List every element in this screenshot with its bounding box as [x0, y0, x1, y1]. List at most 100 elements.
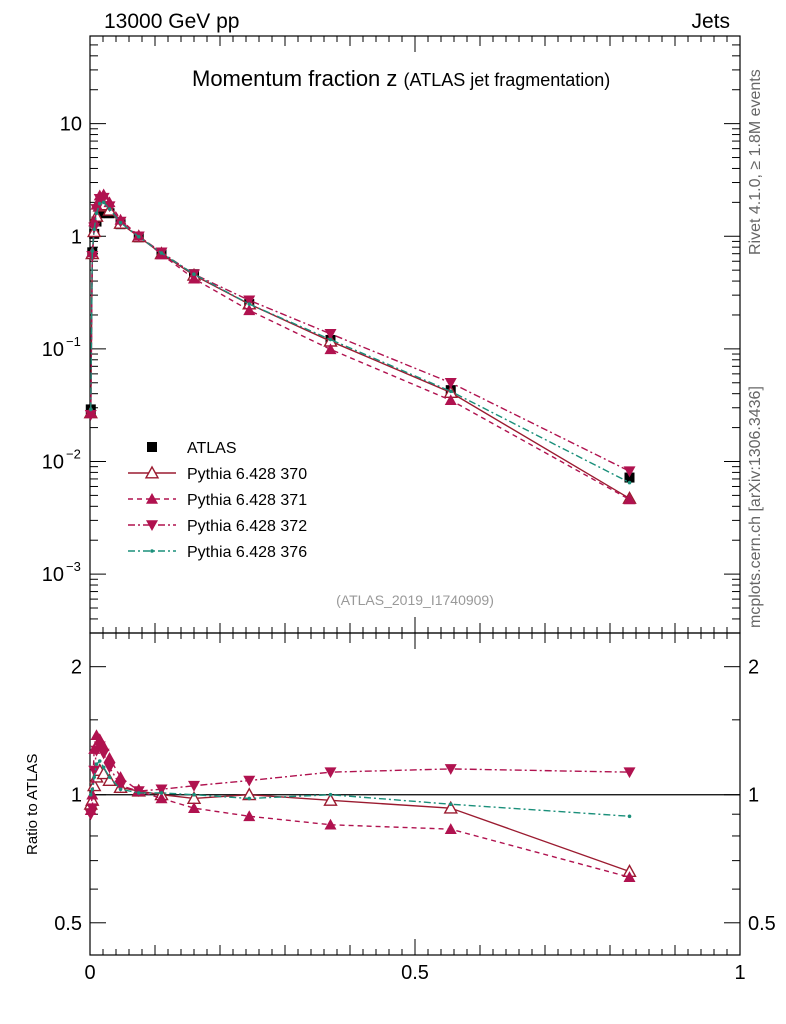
ratio-point-3-4	[97, 759, 102, 763]
ratio-series-line-2	[90, 744, 630, 815]
y-tick-label-right-0: 2	[748, 657, 759, 679]
ratio-point-2-6	[103, 762, 116, 774]
main-x-ticks	[89, 36, 741, 633]
ratio-point-1-12	[324, 818, 337, 830]
main-panel: Momentum fraction z (ATLAS jet fragmenta…	[42, 35, 741, 634]
ratio-point-1-10	[188, 802, 200, 813]
main-point-0-14	[624, 472, 635, 483]
main-series-line-4	[90, 201, 630, 484]
y-tick-label-1: 1	[71, 785, 82, 807]
ratio-point-3-2	[92, 775, 97, 779]
ratio-point-3-7	[118, 787, 123, 792]
ratio-point-2-12	[324, 767, 337, 779]
main-point-3-6	[103, 201, 116, 213]
main-point-4-4	[97, 201, 102, 206]
y-tick-label-2: 0.5	[54, 913, 82, 935]
ratio-point-2-13	[444, 764, 457, 775]
ratio-point-2-2	[88, 765, 101, 777]
ratio-point-3-8	[136, 791, 141, 795]
y-tick-label-right-1: 1	[748, 785, 759, 807]
legend-label-3: Pythia 6.428 372	[187, 518, 307, 535]
legend-marker-3	[146, 520, 158, 531]
ratio-point-2-5	[97, 748, 110, 760]
ratio-series-line-1	[90, 733, 630, 878]
y-tick-exponent-4: −3	[66, 559, 81, 574]
y-tick-label-2: 10	[42, 339, 64, 361]
main-point-4-2	[92, 227, 97, 232]
main-point-4-12	[328, 337, 333, 342]
ratio-point-2-11	[243, 775, 256, 787]
main-point-4-14	[627, 480, 632, 485]
legend-label-0: ATLAS	[187, 440, 237, 457]
ratio-point-0-6	[102, 773, 117, 787]
ratio-point-3-14	[627, 814, 632, 819]
main-point-3-5	[97, 192, 110, 204]
x-tick-label-0: 0	[84, 962, 95, 984]
ratio-point-3-0	[88, 792, 93, 797]
legend-label-4: Pythia 6.428 376	[187, 544, 307, 561]
header-right: Jets	[691, 10, 730, 33]
y-tick-label-1: 1	[71, 226, 82, 248]
watermark: (ATLAS_2019_I1740909)	[336, 592, 494, 608]
ratio-point-1-9	[155, 792, 168, 804]
ratio-point-3-6	[107, 775, 112, 779]
main-point-4-10	[192, 272, 196, 277]
main-point-3-0	[84, 409, 97, 421]
legend-marker-4	[150, 549, 154, 553]
ratio-point-2-1	[86, 803, 99, 815]
legend-label-1: Pythia 6.428 370	[187, 466, 307, 483]
main-point-3-11	[243, 295, 256, 307]
ratio-point-0-13	[443, 800, 458, 814]
ratio-point-2-10	[188, 780, 200, 792]
ratio-point-3-11	[247, 796, 252, 801]
legend-marker-1	[144, 465, 160, 479]
ratio-point-1-13	[444, 823, 457, 834]
main-point-3-12	[324, 329, 337, 340]
main-point-4-9	[159, 251, 164, 255]
main-series	[83, 188, 637, 505]
main-point-3-3	[90, 204, 103, 215]
ratio-point-3-12	[328, 792, 333, 797]
ratio-ylabel: Ratio to ATLAS	[24, 754, 41, 855]
ratio-point-2-14	[623, 767, 636, 779]
x-tick-label-2: 1	[734, 962, 745, 984]
main-point-4-11	[247, 302, 252, 306]
x-tick-label-1: 0.5	[401, 962, 429, 984]
main-point-3-14	[623, 466, 636, 478]
main-point-4-1	[90, 249, 95, 253]
ratio-point-3-1	[90, 787, 95, 792]
legend-marker-0	[147, 442, 157, 452]
ratio-point-3-10	[192, 792, 196, 797]
ratio-point-3-3	[94, 762, 99, 766]
main-point-2-13	[444, 394, 457, 406]
y-tick-label-right-2: 0.5	[748, 913, 776, 935]
ratio-point-3-13	[448, 802, 453, 807]
main-point-4-3	[94, 211, 99, 216]
main-point-4-6	[107, 207, 112, 211]
ratio-point-1-4	[93, 733, 106, 745]
main-point-2-14	[623, 493, 636, 505]
ratio-series-line-0	[90, 769, 630, 873]
legend-label-2: Pythia 6.428 371	[187, 492, 307, 509]
ratio-point-0-12	[323, 792, 338, 806]
main-point-4-8	[136, 234, 141, 239]
ratio-point-1-14	[623, 871, 636, 882]
main-point-3-13	[444, 377, 457, 389]
ratio-point-2-0	[84, 809, 97, 821]
ratio-point-1-6	[103, 751, 116, 763]
main-series-line-2	[90, 193, 630, 501]
legend-marker-2	[146, 493, 158, 504]
legend: ATLAS Pythia 6.428 370 Pythia 6.428 371 Pyt…	[128, 440, 307, 561]
main-point-4-0	[88, 407, 93, 412]
y-tick-exponent-2: −1	[66, 334, 81, 349]
main-title: Momentum fraction z (ATLAS jet fragmenta…	[192, 66, 610, 91]
main-title-sub: (ATLAS jet fragmentation)	[404, 70, 611, 90]
ratio-point-2-4	[93, 741, 106, 753]
ratio-point-1-7	[114, 771, 127, 782]
y-tick-label-0: 2	[71, 657, 82, 679]
ratio-panel: Ratio to ATLAS 2 2 1 1 0.5 0.5 0 0.5 1	[24, 632, 776, 984]
ratio-point-3-9	[159, 791, 164, 795]
main-point-4-7	[118, 220, 123, 225]
